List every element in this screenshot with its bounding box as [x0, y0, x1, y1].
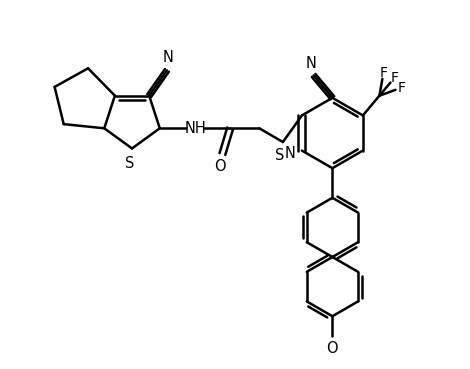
Text: N: N	[306, 56, 316, 71]
Text: NH: NH	[185, 121, 207, 136]
Text: S: S	[125, 156, 134, 171]
Text: O: O	[214, 159, 226, 174]
Text: O: O	[327, 341, 338, 356]
Text: F: F	[397, 81, 405, 95]
Text: F: F	[390, 71, 398, 85]
Text: S: S	[275, 148, 284, 163]
Text: N: N	[163, 50, 173, 65]
Text: N: N	[285, 146, 296, 161]
Text: F: F	[379, 66, 387, 80]
